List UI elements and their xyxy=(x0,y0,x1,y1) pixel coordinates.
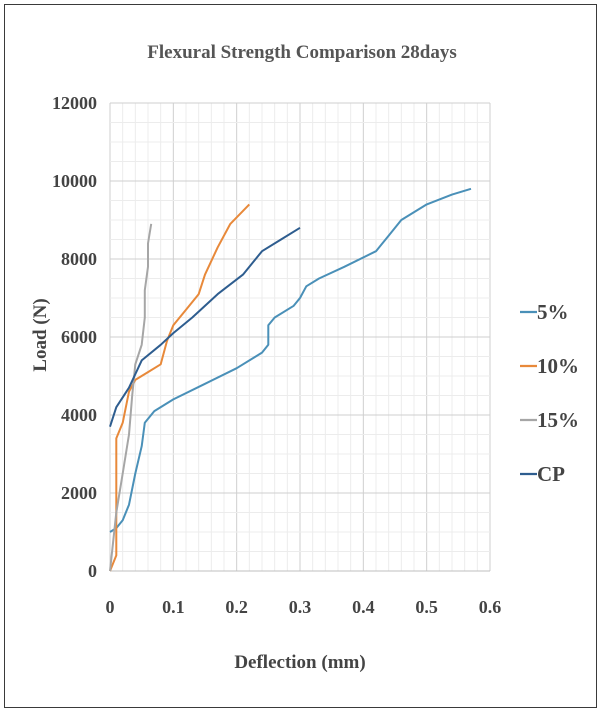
chart-frame xyxy=(4,4,597,708)
gridlines xyxy=(109,102,491,572)
x-tick-label: 0 xyxy=(106,597,115,617)
y-tick-label: 0 xyxy=(88,561,97,581)
x-tick-label: 0.6 xyxy=(479,597,502,617)
x-tick-label: 0.4 xyxy=(352,597,375,617)
y-tick-label: 4000 xyxy=(61,405,97,425)
legend-label: 15% xyxy=(537,408,579,432)
y-tick-label: 8000 xyxy=(61,249,97,269)
series-line-cp xyxy=(109,226,301,428)
y-tick-label: 6000 xyxy=(61,327,97,347)
series-line-10pct xyxy=(109,203,251,572)
y-axis-ticks: 0 2000 4000 6000 8000 10000 12000 xyxy=(52,93,97,581)
y-tick-label: 2000 xyxy=(61,483,97,503)
y-tick-label: 10000 xyxy=(52,171,97,191)
x-axis-ticks: 0 0.1 0.2 0.3 0.4 0.5 0.6 xyxy=(106,597,502,617)
series-lines xyxy=(109,187,472,572)
chart-title: Flexural Strength Comparison 28days xyxy=(147,42,456,63)
x-tick-label: 0.5 xyxy=(415,597,438,617)
y-tick-label: 12000 xyxy=(52,93,97,113)
y-axis-label: Load (N) xyxy=(30,298,51,371)
x-tick-label: 0.1 xyxy=(162,597,185,617)
legend: 5% 10% 15% CP xyxy=(520,300,579,486)
x-axis-label: Deflection (mm) xyxy=(234,652,365,673)
x-tick-label: 0.3 xyxy=(289,597,312,617)
legend-label: CP xyxy=(537,462,565,486)
series-line-5pct xyxy=(109,187,472,533)
legend-label: 10% xyxy=(537,354,579,378)
x-tick-label: 0.2 xyxy=(225,597,248,617)
series-line-15pct xyxy=(109,223,153,572)
legend-label: 5% xyxy=(537,300,569,324)
